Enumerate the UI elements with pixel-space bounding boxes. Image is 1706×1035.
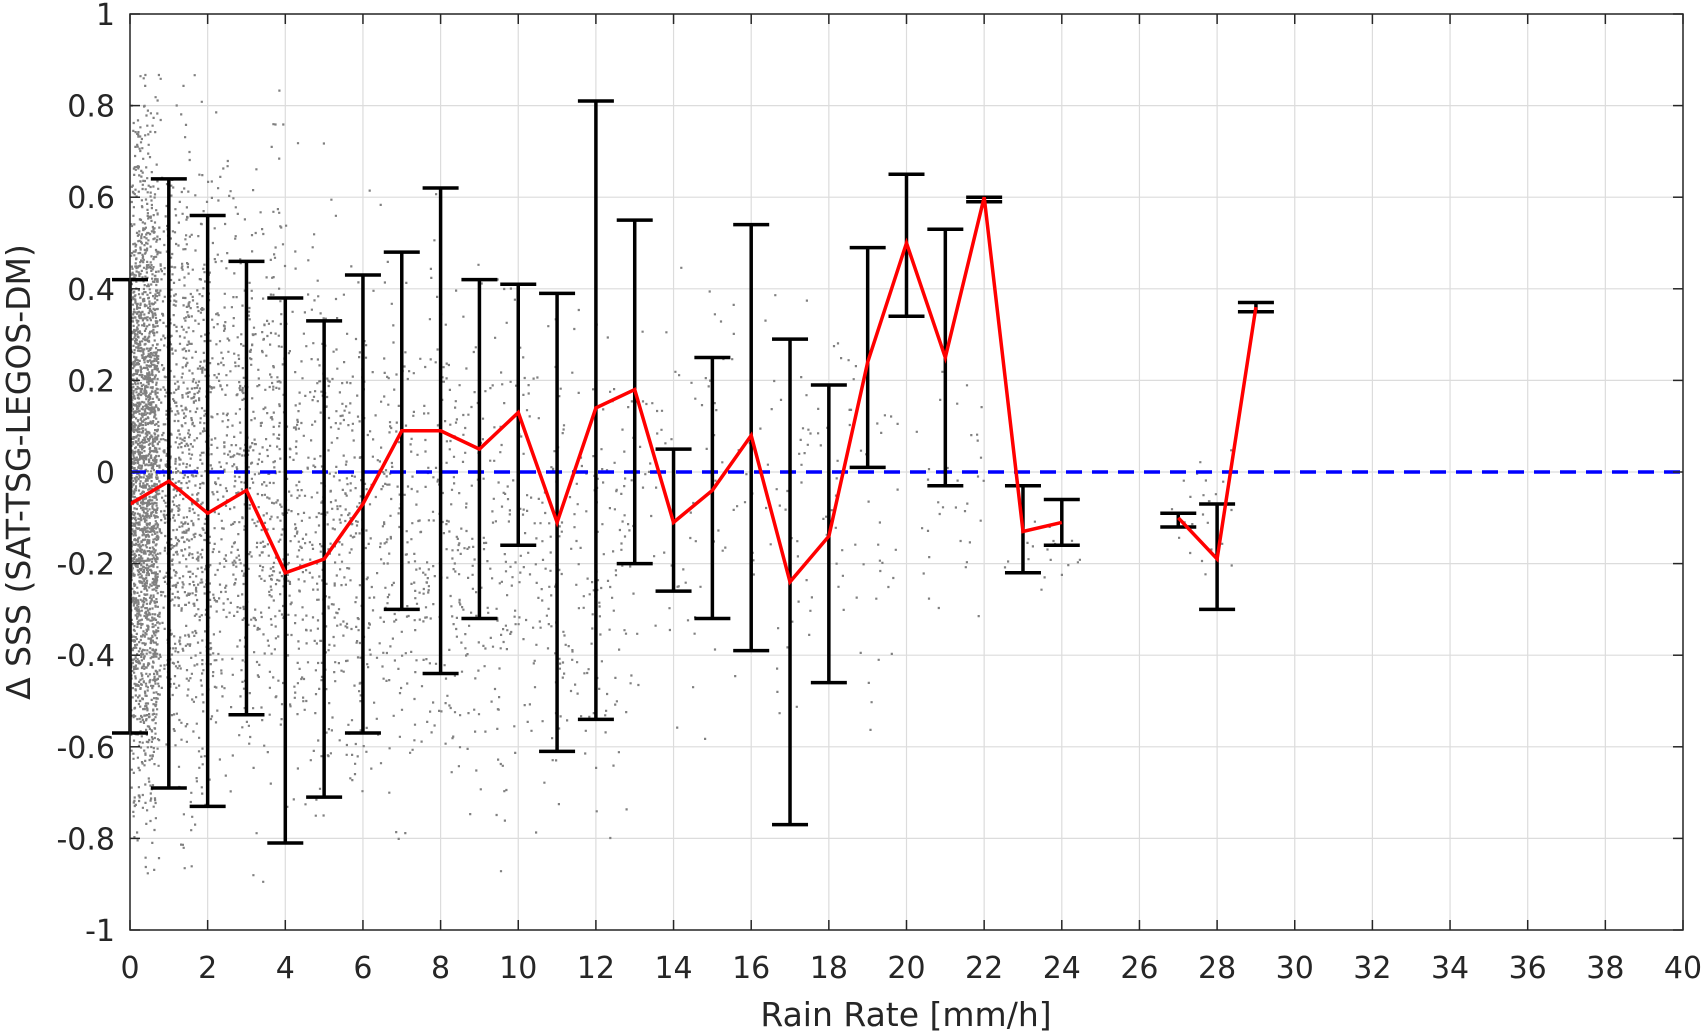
error-bar xyxy=(228,259,265,717)
x-tick-label: 40 xyxy=(1664,951,1702,986)
y-tick-label: -0.6 xyxy=(56,731,115,766)
x-tick-label: 36 xyxy=(1509,951,1547,986)
x-tick-label: 24 xyxy=(1043,951,1081,986)
x-tick-label: 12 xyxy=(577,951,615,986)
x-tick-label: 2 xyxy=(198,951,217,986)
x-tick-label: 26 xyxy=(1120,951,1158,986)
y-tick-label: 0.2 xyxy=(67,364,115,399)
y-tick-label: -0.8 xyxy=(56,822,115,857)
x-tick-label: 34 xyxy=(1431,951,1469,986)
y-tick-label: 0.6 xyxy=(67,181,115,216)
x-tick-label: 30 xyxy=(1276,951,1314,986)
x-tick-label: 8 xyxy=(431,951,450,986)
x-tick-label: 18 xyxy=(810,951,848,986)
y-tick-label: -1 xyxy=(85,914,115,949)
y-axis: -1 -0.8 -0.6 -0.4 -0.2 0 0.2 0.4 0.6 0.8 1 xyxy=(56,0,1683,949)
x-axis: 0 2 4 6 8 10 12 14 16 18 20 22 24 26 28 30 32 34 36 38 40 xyxy=(120,14,1702,986)
mean-line-series xyxy=(129,196,1063,586)
x-tick-label: 28 xyxy=(1198,951,1236,986)
error-bar xyxy=(1043,497,1080,548)
y-tick-label: 0 xyxy=(96,456,115,491)
x-tick-label: 6 xyxy=(353,951,372,986)
y-tick-label: 0.4 xyxy=(67,273,115,308)
x-tick-label: 14 xyxy=(654,951,692,986)
x-tick-label: 22 xyxy=(965,951,1003,986)
x-axis-title: Rain Rate [mm/h] xyxy=(760,995,1051,1034)
y-axis-title: Δ SSS (SAT-TSG-LEGOS-DM) xyxy=(0,244,38,700)
y-tick-label: 0.8 xyxy=(67,90,115,125)
y-tick-label: -0.4 xyxy=(56,639,115,674)
x-tick-label: 20 xyxy=(887,951,925,986)
x-tick-label: 0 xyxy=(120,951,139,986)
y-tick-label: -0.2 xyxy=(56,548,115,583)
y-tick-label: 1 xyxy=(96,0,115,33)
x-tick-label: 16 xyxy=(732,951,770,986)
x-tick-label: 38 xyxy=(1586,951,1624,986)
mean-line-series xyxy=(1177,306,1258,563)
x-tick-label: 4 xyxy=(276,951,295,986)
x-tick-label: 10 xyxy=(499,951,537,986)
mean-line xyxy=(129,196,1258,586)
x-tick-label: 32 xyxy=(1353,951,1391,986)
